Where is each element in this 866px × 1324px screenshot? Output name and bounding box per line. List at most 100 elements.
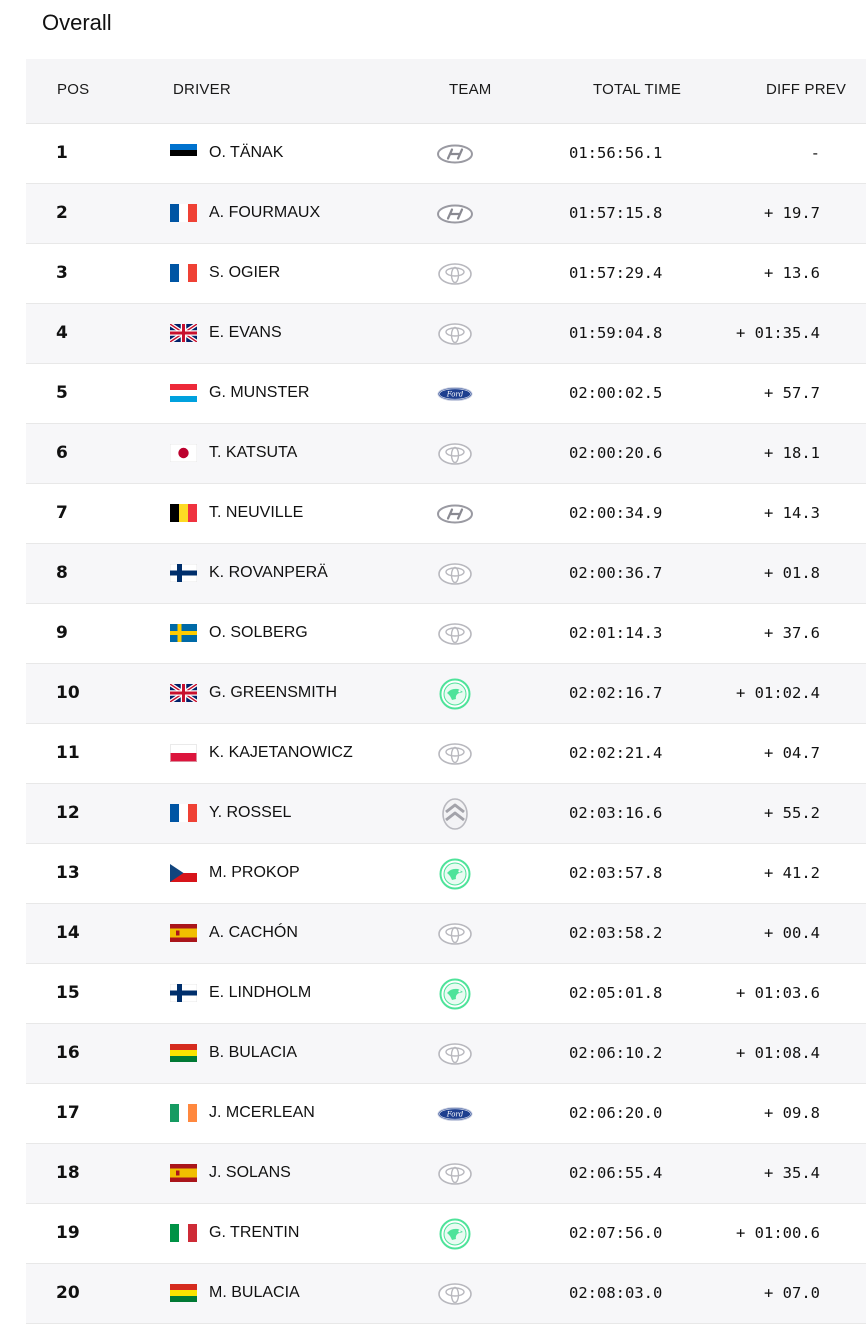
row-position: 14	[56, 923, 80, 943]
diff-prev: + 18.1	[764, 444, 820, 462]
driver-name[interactable]: K. KAJETANOWICZ	[209, 744, 353, 761]
toyota-logo-icon	[436, 618, 474, 650]
driver-name[interactable]: K. ROVANPERÄ	[209, 564, 328, 581]
toyota-logo-icon	[436, 558, 474, 590]
driver-name[interactable]: Y. ROSSEL	[209, 804, 292, 821]
row-position: 16	[56, 1043, 80, 1063]
driver-name[interactable]: G. GREENSMITH	[209, 684, 338, 701]
table-row[interactable]: 8 K. ROVANPERÄ 02:00:36.7 + 01.8	[26, 544, 866, 604]
table-row[interactable]: 14 A. CACHÓN 02:03:58.2 + 00.4	[26, 904, 866, 964]
driver-name[interactable]: G. MUNSTER	[209, 384, 310, 401]
row-position: 19	[56, 1223, 80, 1243]
table-row[interactable]: 18 J. SOLANS 02:06:55.4 + 35.4	[26, 1144, 866, 1204]
page-title: Overall	[42, 10, 112, 35]
column-header-driver[interactable]: DRIVER	[173, 81, 231, 98]
france-flag-icon	[170, 804, 197, 822]
column-header-pos[interactable]: POS	[57, 81, 90, 98]
uk-flag-icon	[170, 324, 197, 342]
toyota-logo-icon	[436, 1038, 474, 1070]
ford-logo-icon: Ford	[436, 378, 474, 410]
table-row[interactable]: 16 B. BULACIA 02:06:10.2 + 01:08.4	[26, 1024, 866, 1084]
driver-name[interactable]: M. BULACIA	[209, 1284, 300, 1301]
diff-prev: + 07.0	[764, 1284, 820, 1302]
diff-prev: + 14.3	[764, 504, 820, 522]
diff-prev: + 01:02.4	[736, 684, 820, 702]
table-row[interactable]: 13 M. PROKOP 02:03:57.8 + 41.2	[26, 844, 866, 904]
driver-name[interactable]: E. LINDHOLM	[209, 984, 312, 1001]
total-time: 02:03:58.2	[569, 924, 663, 942]
ireland-flag-icon	[170, 1104, 197, 1122]
table-row[interactable]: 1 O. TÄNAK 01:56:56.1 -	[26, 124, 866, 184]
table-row[interactable]: 11 K. KAJETANOWICZ 02:02:21.4 + 04.7	[26, 724, 866, 784]
total-time: 02:00:34.9	[569, 504, 663, 522]
total-time: 02:00:02.5	[569, 384, 663, 402]
diff-prev: + 01:35.4	[736, 324, 820, 342]
total-time: 02:02:21.4	[569, 744, 663, 762]
total-time: 02:07:56.0	[569, 1224, 663, 1242]
row-position: 3	[56, 263, 68, 283]
row-position: 11	[56, 743, 80, 763]
total-time: 02:06:55.4	[569, 1164, 663, 1182]
skoda-logo-icon	[436, 858, 474, 890]
driver-name[interactable]: A. FOURMAUX	[209, 204, 321, 221]
row-position: 4	[56, 323, 68, 343]
citroen-logo-icon	[436, 798, 474, 830]
driver-name[interactable]: G. TRENTIN	[209, 1224, 300, 1241]
italy-flag-icon	[170, 1224, 197, 1242]
driver-name[interactable]: A. CACHÓN	[209, 924, 298, 941]
column-header-team[interactable]: TEAM	[449, 81, 492, 98]
diff-prev: + 41.2	[764, 864, 820, 882]
driver-name[interactable]: O. TÄNAK	[209, 144, 284, 161]
table-row[interactable]: 19 G. TRENTIN 02:07:56.0 + 01:00.6	[26, 1204, 866, 1264]
bolivia-flag-icon	[170, 1284, 197, 1302]
total-time: 01:57:15.8	[569, 204, 663, 222]
ford-logo-icon: Ford	[436, 1098, 474, 1130]
table-row[interactable]: 20 M. BULACIA 02:08:03.0 + 07.0	[26, 1264, 866, 1324]
diff-prev: + 19.7	[764, 204, 820, 222]
table-row[interactable]: 10 G. GREENSMITH 02:02:16.7 + 01:02.4	[26, 664, 866, 724]
table-header: POS DRIVER TEAM TOTAL TIME DIFF PREV	[26, 59, 866, 124]
diff-prev: + 01:08.4	[736, 1044, 820, 1062]
finland-flag-icon	[170, 984, 197, 1002]
toyota-logo-icon	[436, 318, 474, 350]
table-row[interactable]: 9 O. SOLBERG 02:01:14.3 + 37.6	[26, 604, 866, 664]
driver-name[interactable]: M. PROKOP	[209, 864, 300, 881]
diff-prev: + 09.8	[764, 1104, 820, 1122]
skoda-logo-icon	[436, 978, 474, 1010]
table-row[interactable]: 7 T. NEUVILLE 02:00:34.9 + 14.3	[26, 484, 866, 544]
row-position: 17	[56, 1103, 80, 1123]
table-row[interactable]: 5 G. MUNSTER Ford 02:00:02.5 + 57.7	[26, 364, 866, 424]
uk-flag-icon	[170, 684, 197, 702]
table-row[interactable]: 15 E. LINDHOLM 02:05:01.8 + 01:03.6	[26, 964, 866, 1024]
table-row[interactable]: 4 E. EVANS 01:59:04.8 + 01:35.4	[26, 304, 866, 364]
column-header-total-time[interactable]: TOTAL TIME	[593, 81, 682, 98]
diff-prev: + 35.4	[764, 1164, 820, 1182]
driver-name[interactable]: S. OGIER	[209, 264, 281, 281]
table-row[interactable]: 2 A. FOURMAUX 01:57:15.8 + 19.7	[26, 184, 866, 244]
skoda-logo-icon	[436, 1218, 474, 1250]
row-position: 15	[56, 983, 80, 1003]
table-row[interactable]: 6 T. KATSUTA 02:00:20.6 + 18.1	[26, 424, 866, 484]
row-position: 8	[56, 563, 68, 583]
japan-flag-icon	[170, 444, 197, 462]
total-time: 02:02:16.7	[569, 684, 663, 702]
driver-name[interactable]: E. EVANS	[209, 324, 282, 341]
driver-name[interactable]: J. MCERLEAN	[209, 1104, 315, 1121]
driver-name[interactable]: T. NEUVILLE	[209, 504, 304, 521]
driver-name[interactable]: B. BULACIA	[209, 1044, 298, 1061]
table-row[interactable]: 17 J. MCERLEAN Ford 02:06:20.0 + 09.8	[26, 1084, 866, 1144]
driver-name[interactable]: T. KATSUTA	[209, 444, 298, 461]
skoda-logo-icon	[436, 678, 474, 710]
diff-prev: + 57.7	[764, 384, 820, 402]
driver-name[interactable]: J. SOLANS	[209, 1164, 291, 1181]
belgium-flag-icon	[170, 504, 197, 522]
toyota-logo-icon	[436, 258, 474, 290]
row-position: 12	[56, 803, 80, 823]
column-header-diff-prev[interactable]: DIFF PREV	[766, 81, 847, 98]
row-position: 7	[56, 503, 68, 523]
toyota-logo-icon	[436, 438, 474, 470]
driver-name[interactable]: O. SOLBERG	[209, 624, 308, 641]
luxembourg-flag-icon	[170, 384, 197, 402]
table-row[interactable]: 12 Y. ROSSEL 02:03:16.6 + 55.2	[26, 784, 866, 844]
table-row[interactable]: 3 S. OGIER 01:57:29.4 + 13.6	[26, 244, 866, 304]
